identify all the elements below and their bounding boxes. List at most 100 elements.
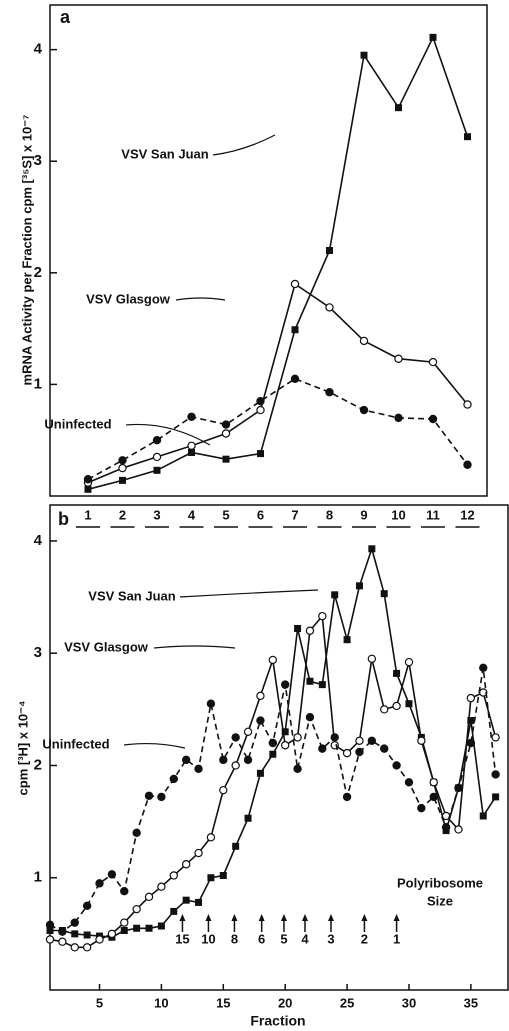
point — [120, 926, 128, 934]
point — [145, 924, 153, 932]
label-arrow — [125, 423, 211, 446]
point — [182, 896, 190, 904]
label-arrow — [212, 134, 276, 156]
point — [132, 828, 141, 838]
size-title: Polyribosome — [397, 875, 483, 890]
series-label: VSV San Juan — [121, 146, 208, 161]
point — [325, 303, 334, 312]
point — [466, 738, 476, 748]
point — [326, 247, 333, 254]
point — [188, 448, 195, 456]
point — [305, 626, 315, 635]
point — [393, 669, 401, 677]
point — [118, 463, 127, 473]
point — [95, 935, 104, 944]
point — [70, 918, 79, 927]
point — [152, 436, 162, 445]
point — [232, 842, 240, 850]
point — [46, 926, 54, 934]
point — [70, 943, 79, 952]
point — [429, 792, 438, 802]
size-label: 2 — [361, 931, 368, 946]
point — [219, 755, 228, 765]
x-tick-label: 10 — [154, 995, 168, 1010]
size-label: 15 — [175, 931, 189, 946]
point — [281, 728, 289, 736]
point — [454, 825, 463, 834]
point — [268, 738, 278, 748]
point — [152, 452, 162, 462]
point — [133, 924, 141, 932]
point — [206, 699, 216, 708]
size-arrowhead — [393, 914, 400, 921]
size-arrowhead — [179, 914, 186, 921]
point — [380, 590, 388, 598]
point — [84, 485, 92, 493]
point — [194, 848, 203, 858]
point — [120, 887, 129, 896]
point — [256, 405, 265, 415]
size-arrowhead — [280, 914, 287, 921]
point — [169, 774, 178, 784]
point — [222, 455, 230, 463]
point — [195, 898, 203, 906]
x-tick-label: 20 — [278, 995, 292, 1010]
point — [467, 717, 475, 725]
x-tick-label: 10 — [391, 507, 405, 522]
size-label: 6 — [258, 931, 265, 946]
point — [71, 930, 79, 938]
point — [464, 133, 471, 141]
point — [441, 823, 451, 832]
point — [290, 279, 300, 289]
y-axis-label: mRNA Activity per Fraction cpm [³⁵S] x 1… — [19, 115, 34, 386]
point — [243, 727, 253, 736]
point — [243, 755, 253, 765]
point — [293, 733, 302, 742]
point — [355, 582, 363, 590]
point — [429, 33, 437, 41]
point — [331, 591, 339, 599]
point — [392, 761, 401, 770]
point — [269, 750, 277, 758]
point — [306, 677, 314, 685]
point — [194, 764, 203, 774]
point — [428, 357, 438, 367]
point — [82, 943, 92, 952]
point — [45, 935, 55, 944]
panel-a-frame — [49, 4, 488, 497]
x-tick-label: 12 — [460, 507, 474, 522]
series-line — [87, 377, 469, 481]
size-label: 8 — [231, 931, 238, 946]
point — [404, 657, 414, 667]
point — [318, 611, 327, 621]
point — [82, 901, 92, 910]
x-tick-label: 30 — [402, 995, 416, 1010]
x-tick-label: 2 — [119, 507, 126, 522]
size-label: 4 — [301, 931, 309, 946]
series-label: VSV Glasgow — [64, 639, 149, 654]
point — [95, 879, 104, 888]
point — [405, 700, 413, 708]
point — [355, 736, 364, 745]
series-label: VSV San Juan — [88, 588, 175, 603]
point — [318, 744, 327, 753]
point — [181, 860, 191, 869]
point — [256, 716, 265, 725]
size-label: 1 — [393, 931, 400, 946]
point — [187, 441, 196, 450]
series-line — [87, 35, 469, 491]
y-tick-label: 3 — [34, 152, 42, 169]
point — [207, 874, 215, 882]
point — [157, 922, 165, 930]
point — [417, 803, 426, 813]
point — [187, 412, 196, 421]
panel-label: b — [58, 509, 69, 529]
point — [219, 871, 227, 879]
point — [380, 744, 389, 753]
point — [463, 400, 472, 409]
size-arrowhead — [301, 914, 308, 921]
point — [359, 405, 369, 415]
point — [221, 420, 231, 429]
point — [330, 733, 339, 742]
